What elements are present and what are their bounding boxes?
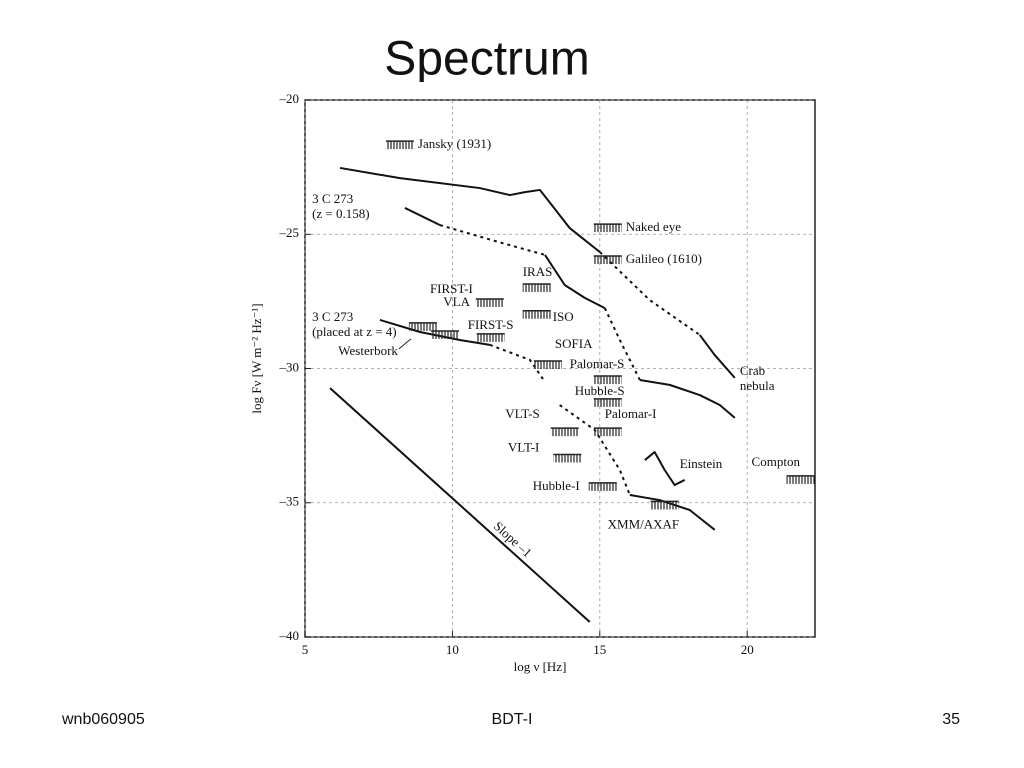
instrument-label: Compton: [752, 454, 801, 469]
curve: [544, 254, 606, 309]
curve: [639, 379, 736, 419]
curve: [644, 451, 686, 487]
instrument-marker: [431, 330, 460, 339]
instrument-marker: [786, 475, 815, 484]
instrument-marker: [385, 141, 414, 150]
annotation: Einstein: [680, 456, 723, 471]
x-tick-label: 5: [302, 642, 309, 657]
instrument-marker: [593, 224, 622, 233]
instrument-label: FIRST-I: [430, 281, 473, 296]
instrument-marker: [553, 454, 582, 463]
y-tick-label: –25: [279, 225, 300, 240]
instrument-label: Westerbork: [338, 343, 398, 358]
instrument-marker: [476, 333, 505, 342]
x-tick-label: 15: [593, 642, 606, 657]
instrument-marker: [522, 310, 551, 319]
instrument-marker: [593, 398, 622, 407]
instrument-marker: [593, 428, 622, 437]
instrument-label: VLT-S: [505, 406, 539, 421]
chart-background: [240, 82, 830, 687]
y-axis-label: log Fν [W m⁻² Hz⁻¹]: [249, 303, 264, 413]
instrument-marker: [522, 283, 551, 292]
annotation: 3 C 273: [312, 191, 353, 206]
annotation: 3 C 273: [312, 309, 353, 324]
curve: [404, 207, 441, 227]
instrument-label: ISO: [553, 309, 574, 324]
curve: [439, 224, 546, 256]
y-tick-label: –40: [279, 628, 300, 643]
footer-center: BDT-I: [492, 711, 533, 728]
annotation: Crab: [740, 363, 765, 378]
footer-left: wnb060905: [61, 711, 145, 728]
instrument-label: IRAS: [523, 264, 553, 279]
instrument-label: Jansky (1931): [418, 136, 491, 151]
instrument-label: XMM/AXAF: [608, 516, 680, 531]
instrument-label: Hubble-I: [533, 478, 580, 493]
curve: [339, 166, 601, 253]
instrument-label: VLA: [443, 294, 470, 309]
footer-right: 35: [942, 711, 960, 728]
instrument-label: VLT-I: [508, 439, 540, 454]
curve: [698, 334, 736, 379]
x-axis-label: log ν [Hz]: [514, 659, 567, 674]
pointer-arrow: [398, 338, 412, 350]
x-tick-label: 10: [446, 642, 459, 657]
instrument-marker: [408, 322, 437, 331]
y-tick-label: –30: [279, 359, 300, 374]
curve: [603, 307, 641, 381]
instrument-marker: [550, 428, 579, 437]
instrument-label: Palomar-S: [570, 356, 625, 371]
instrument-label: Galileo (1610): [626, 251, 702, 266]
annotation: (z = 0.158): [312, 206, 370, 221]
y-tick-label: –20: [279, 91, 300, 106]
annotation: (placed at z = 4): [312, 324, 397, 339]
instrument-marker: [593, 376, 622, 385]
slide-title: Spectrum: [384, 33, 589, 86]
instrument-label: SOFIA: [555, 336, 593, 351]
curve: [599, 251, 701, 336]
instrument-label: Naked eye: [626, 219, 681, 234]
curve: [559, 404, 631, 496]
instrument-label: Palomar-I: [605, 406, 657, 421]
instrument-label: Hubble-S: [575, 383, 625, 398]
instrument-marker: [475, 298, 504, 307]
instrument-marker: [650, 501, 679, 510]
chart: 5 10 15 20 –20 –25 –30 –35 –40 log ν [Hz] log Fν […: [249, 91, 816, 674]
y-tick-label: –35: [279, 494, 300, 509]
x-tick-label: 20: [741, 642, 754, 657]
annotation: nebula: [740, 378, 775, 393]
instrument-label: FIRST-S: [468, 317, 514, 332]
instrument-marker: [588, 482, 617, 491]
curve: [329, 387, 591, 623]
instrument-marker: [533, 361, 562, 370]
instrument-marker: [593, 256, 622, 265]
curve: [489, 343, 546, 383]
